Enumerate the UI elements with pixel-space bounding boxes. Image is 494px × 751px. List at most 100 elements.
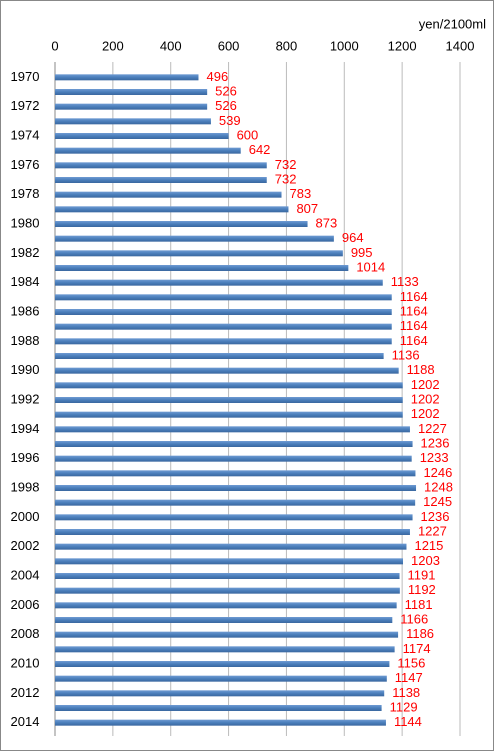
bar <box>55 250 343 257</box>
bar <box>55 353 384 359</box>
value-label: 1202 <box>411 377 440 392</box>
bar <box>55 397 403 403</box>
y-tick-label: 1980 <box>11 215 40 230</box>
bar <box>55 147 241 154</box>
y-tick-label: 2006 <box>11 597 40 612</box>
value-label: 1245 <box>423 494 452 509</box>
value-label: 1136 <box>392 347 420 362</box>
bar <box>55 690 385 697</box>
y-tick-label: 2008 <box>11 626 40 641</box>
value-label: 1138 <box>392 685 420 700</box>
value-label: 1236 <box>421 435 450 450</box>
value-label: 1202 <box>411 406 440 421</box>
x-tick-label: 600 <box>218 38 240 53</box>
value-label: 1166 <box>400 611 428 626</box>
bar <box>55 675 387 682</box>
value-label: 732 <box>275 157 297 172</box>
value-label: 1246 <box>423 465 452 480</box>
bar <box>55 455 412 462</box>
x-tick-label: 0 <box>51 38 58 53</box>
bar <box>55 529 410 535</box>
bar <box>55 543 407 550</box>
unit-label: yen/2100ml <box>419 16 486 31</box>
value-label: 1144 <box>394 714 422 729</box>
bar <box>55 162 267 169</box>
bar <box>55 338 392 345</box>
bar <box>55 323 392 330</box>
x-tick-label: 1400 <box>446 38 475 53</box>
value-label: 1202 <box>411 391 440 406</box>
y-tick-label: 1988 <box>11 333 40 348</box>
value-label: 496 <box>206 69 228 84</box>
value-label: 600 <box>237 127 259 142</box>
bar <box>55 646 395 653</box>
bar <box>55 499 416 506</box>
bar <box>55 367 399 374</box>
x-tick-label: 1200 <box>388 38 417 53</box>
bar <box>55 705 382 711</box>
value-label: 1248 <box>424 479 453 494</box>
value-label: 1156 <box>397 655 425 670</box>
bar <box>55 279 383 286</box>
y-tick-label: 1982 <box>11 245 40 260</box>
y-tick-label: 1986 <box>11 303 40 318</box>
bar <box>55 294 392 301</box>
bar <box>55 470 416 477</box>
bar <box>55 617 393 623</box>
value-label: 1215 <box>414 538 443 553</box>
bar <box>55 382 403 389</box>
bar <box>55 514 413 521</box>
bar <box>55 118 211 125</box>
y-tick-label: 1974 <box>11 127 40 142</box>
x-tick-label: 800 <box>276 38 298 53</box>
value-label: 964 <box>342 230 364 245</box>
bar <box>55 103 208 110</box>
value-label: 1164 <box>400 289 428 304</box>
bar <box>55 573 400 579</box>
y-tick-label: 1998 <box>11 479 40 494</box>
bar <box>55 558 404 565</box>
y-tick-label: 1992 <box>11 391 40 406</box>
value-label: 1233 <box>420 450 449 465</box>
bar <box>55 411 403 418</box>
y-tick-label: 1976 <box>11 157 40 172</box>
x-tick-label: 200 <box>102 38 124 53</box>
bar <box>55 133 229 139</box>
y-tick-label: 2002 <box>11 538 40 553</box>
y-tick-label: 2000 <box>11 509 40 524</box>
bar <box>55 631 399 638</box>
value-label: 1129 <box>390 699 418 714</box>
value-label: 1133 <box>391 274 419 289</box>
value-label: 1203 <box>411 553 440 568</box>
value-label: 1164 <box>400 318 428 333</box>
y-tick-label: 1984 <box>11 274 40 289</box>
bar <box>55 441 413 447</box>
value-label: 1181 <box>405 597 433 612</box>
y-tick-label: 2014 <box>11 714 40 729</box>
y-tick-label: 1970 <box>11 69 40 84</box>
value-label: 995 <box>351 245 373 260</box>
x-tick-label: 1000 <box>330 38 359 53</box>
bar <box>55 485 417 491</box>
value-label: 873 <box>316 215 338 230</box>
value-label: 1014 <box>356 259 385 274</box>
bar <box>55 309 392 315</box>
y-tick-label: 2010 <box>11 655 40 670</box>
bar <box>55 177 267 183</box>
value-label: 539 <box>219 113 241 128</box>
bar <box>55 191 282 198</box>
value-label: 1147 <box>395 670 423 685</box>
bar <box>55 74 199 81</box>
y-tick-label: 1990 <box>11 362 40 377</box>
value-label: 732 <box>275 171 297 186</box>
bar <box>55 235 334 242</box>
value-label: 1186 <box>406 626 434 641</box>
value-label: 1227 <box>418 421 447 436</box>
bar <box>55 206 289 213</box>
value-label: 1192 <box>408 582 436 597</box>
value-label: 1227 <box>418 523 447 538</box>
y-tick-label: 2004 <box>11 567 40 582</box>
bar <box>55 89 208 95</box>
